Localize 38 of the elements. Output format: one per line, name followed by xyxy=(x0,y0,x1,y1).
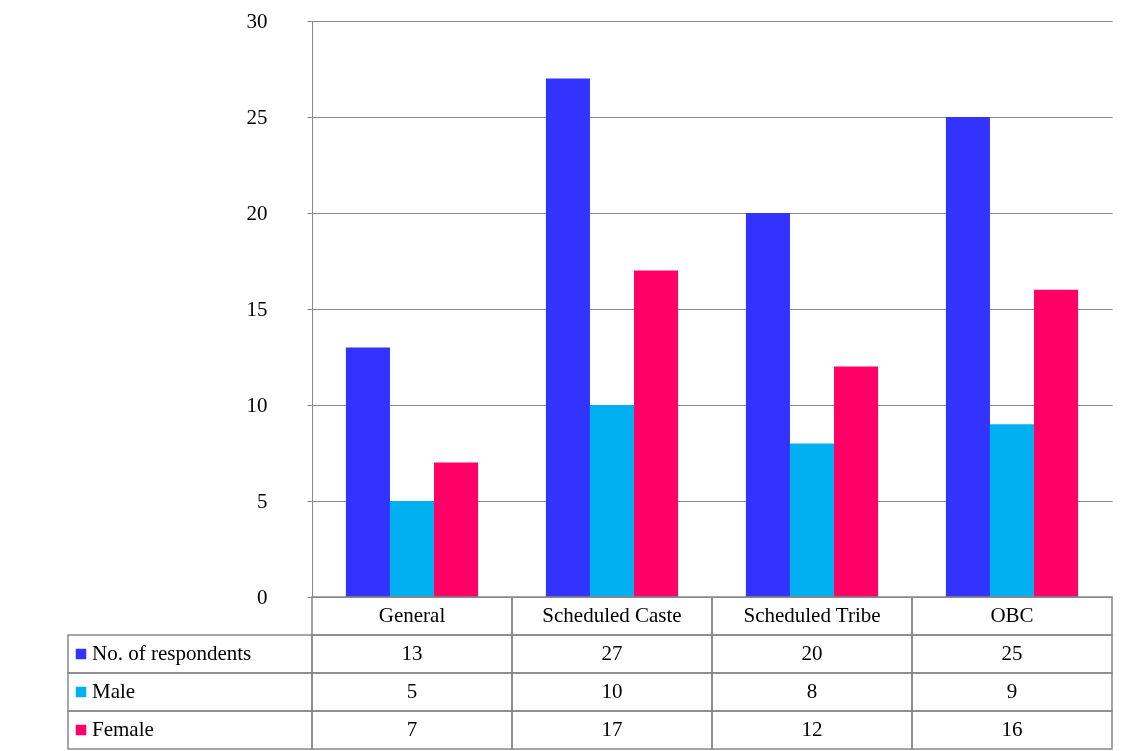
bar xyxy=(634,270,679,597)
legend-label: No. of respondents xyxy=(92,641,252,665)
bar xyxy=(989,424,1035,597)
data-label: 17 xyxy=(601,717,623,741)
x-tick-label: Scheduled Tribe xyxy=(743,603,881,627)
data-label: 16 xyxy=(1001,717,1023,741)
data-label: 25 xyxy=(1001,641,1023,665)
y-tick-label: 10 xyxy=(246,392,268,417)
data-label: 7 xyxy=(406,717,418,741)
bar xyxy=(834,366,879,597)
y-tick-label: 20 xyxy=(246,200,268,225)
y-tick-label: 25 xyxy=(246,104,268,129)
y-tick-label: 5 xyxy=(257,488,268,513)
data-label: 8 xyxy=(806,679,818,703)
data-label: 12 xyxy=(801,717,823,741)
bar xyxy=(945,117,990,597)
x-tick-label: Scheduled Caste xyxy=(542,603,682,627)
y-tick-label: 0 xyxy=(257,584,268,609)
x-tick-label: General xyxy=(378,603,446,627)
data-label: 10 xyxy=(601,679,623,703)
data-label: 5 xyxy=(406,679,418,703)
data-label: 9 xyxy=(1006,679,1018,703)
legend-label: Female xyxy=(92,717,154,741)
bar xyxy=(545,78,590,597)
data-label: 13 xyxy=(401,641,423,665)
bar xyxy=(434,462,479,597)
bar xyxy=(1034,289,1079,597)
bar xyxy=(345,347,390,597)
y-tick-label: 30 xyxy=(246,8,268,33)
bar xyxy=(745,213,790,597)
bar xyxy=(789,443,835,597)
data-label: 27 xyxy=(601,641,623,665)
y-tick-label: 15 xyxy=(246,296,268,321)
legend-label: Male xyxy=(92,679,136,703)
bar xyxy=(589,405,635,597)
x-tick-label: OBC xyxy=(990,603,1034,627)
bar xyxy=(389,501,435,597)
data-label: 20 xyxy=(801,641,823,665)
